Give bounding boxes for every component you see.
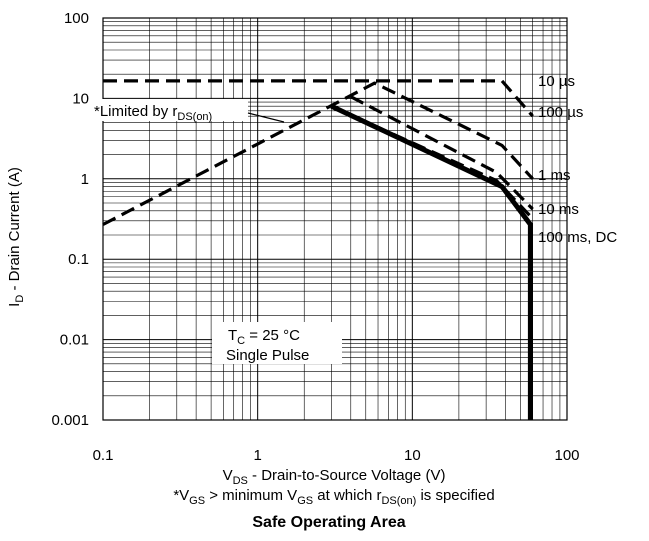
conditions-box-bg (212, 322, 342, 364)
x-tick-label: 100 (554, 447, 579, 464)
series-label-1ms: 1 ms (538, 167, 571, 184)
series-line-100-ms-dc (330, 103, 533, 420)
x-tick-label: 10 (404, 447, 421, 464)
chart-title: Safe Operating Area (252, 514, 405, 531)
series-group (102, 79, 534, 420)
conditions-pulse: Single Pulse (226, 347, 309, 364)
x-tick-label: 0.1 (93, 447, 114, 464)
conditions-temp: TC = 25 °C (228, 327, 300, 347)
series-label-10us: 10 µs (538, 73, 575, 90)
tick-labels: 0.1 1 10 100 100 10 1 0.1 0.01 0.001 (51, 10, 579, 464)
limit-note-arrow (247, 112, 285, 123)
series-line-10-s (103, 79, 534, 118)
y-axis-label: ID - Drain Current (A) (6, 167, 26, 307)
x-tick-label: 1 (253, 447, 261, 464)
y-tick-label: 0.001 (51, 412, 89, 429)
y-tick-label: 0.01 (60, 332, 89, 349)
series-line-10-ms (335, 106, 534, 220)
plot-frame (102, 17, 568, 421)
y-tick-label: 10 (72, 90, 89, 107)
limit-note-bg (93, 99, 248, 121)
series-line-1-ms (350, 95, 534, 211)
limit-note: *Limited by rDS(on) (94, 103, 212, 123)
y-tick-label: 100 (64, 10, 89, 27)
series-label-100ms-dc: 100 ms, DC (538, 229, 617, 246)
series-label-10ms: 10 ms (538, 201, 579, 218)
series-label-100us: 100 µs (538, 104, 583, 121)
x-axis-label: VDS - Drain-to-Source Voltage (V) (223, 467, 446, 487)
footnote: *VGS > minimum VGS at which rDS(on) is s… (173, 487, 494, 507)
series-line-100-s (102, 81, 534, 226)
y-tick-label: 0.1 (68, 251, 89, 268)
y-tick-label: 1 (81, 171, 89, 188)
